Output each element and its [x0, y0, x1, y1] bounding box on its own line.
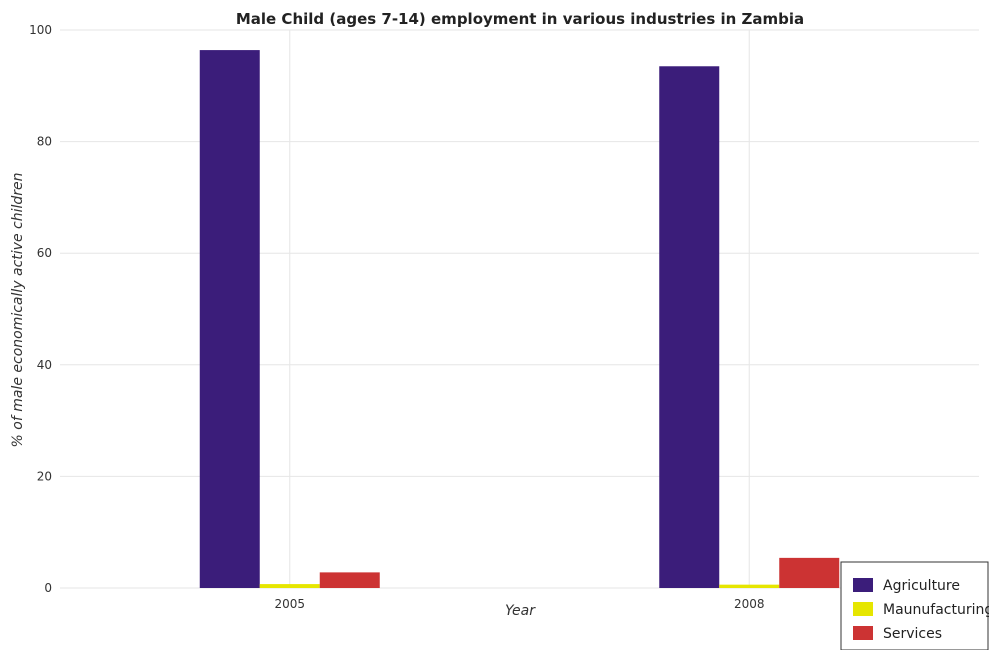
legend-label: Maunufacturing [883, 602, 989, 618]
grid [60, 29, 979, 589]
y-tick-label: 20 [37, 469, 52, 483]
y-tick-label: 60 [37, 246, 52, 260]
legend-swatch [853, 602, 873, 616]
x-tick-label: 2005 [274, 597, 305, 611]
y-axis-label: % of male economically active children [10, 173, 26, 448]
x-tick-label: 2008 [734, 597, 765, 611]
y-tick-label: 40 [37, 358, 52, 372]
x-axis: 2005 2008 [274, 597, 764, 611]
x-axis-label: Year [505, 603, 536, 619]
y-tick-label: 0 [44, 581, 52, 595]
bar-services-2008 [779, 557, 840, 588]
legend-swatch [853, 578, 873, 592]
bar-maunufacturing-2008 [719, 584, 780, 588]
legend-label: Agriculture [883, 578, 960, 594]
chart-title: Male Child (ages 7-14) employment in var… [236, 10, 804, 28]
legend-label: Services [883, 626, 942, 642]
bar-services-2005 [319, 572, 380, 588]
legend-swatch [853, 626, 873, 640]
bars [199, 50, 840, 588]
y-tick-label: 80 [37, 135, 52, 149]
y-tick-label: 100 [29, 23, 52, 37]
legend: Agriculture Maunufacturing Services [840, 561, 989, 650]
bar-maunufacturing-2005 [259, 584, 320, 588]
y-axis: 0 20 40 60 80 100 [29, 23, 52, 595]
bar-agriculture-2005 [199, 50, 260, 588]
bar-agriculture-2008 [659, 66, 720, 588]
